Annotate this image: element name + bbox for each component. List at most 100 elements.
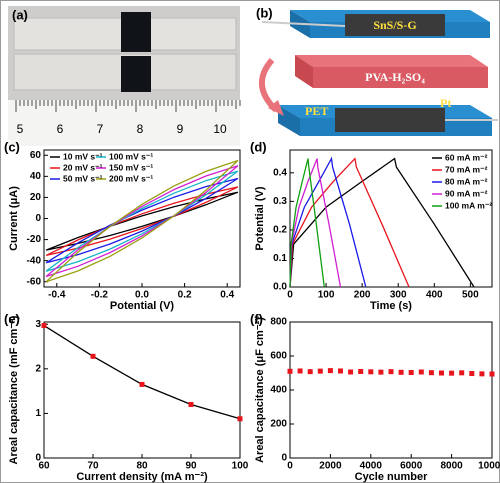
series-line xyxy=(289,158,325,288)
x-tick-label: 400 xyxy=(426,290,443,301)
x-tick-label: 6000 xyxy=(400,461,423,472)
legend-label: 20 mV s⁻¹ xyxy=(63,162,103,172)
ruler-number: 6 xyxy=(57,122,64,136)
y-tick-label: 0 xyxy=(281,453,287,464)
y-tick-label: 400 xyxy=(270,385,287,396)
marker xyxy=(297,368,303,374)
y-tick-label: 1 xyxy=(35,408,41,419)
marker xyxy=(90,353,96,359)
series-line xyxy=(289,156,367,288)
film xyxy=(121,12,151,52)
x-tick-label: 2000 xyxy=(319,461,342,472)
legend-label: 60 mA m⁻² xyxy=(445,152,488,162)
y-tick-label: 0.2 xyxy=(273,225,287,236)
y-tick-label: 3 xyxy=(35,319,41,330)
arrow-head xyxy=(268,100,284,116)
marker xyxy=(439,370,444,376)
series-line xyxy=(45,159,239,283)
y-axis-label: Potential (V) xyxy=(254,186,266,251)
legend-label: 50 mV s⁻¹ xyxy=(63,173,103,183)
legend-label: 90 mA m⁻² xyxy=(445,188,488,198)
y-tick-label: 600 xyxy=(270,351,287,362)
marker xyxy=(287,368,293,374)
ruler-number: 5 xyxy=(17,122,24,136)
marker xyxy=(418,369,424,375)
y-axis-label: Areal capacitance (μF cm⁻²) xyxy=(254,317,266,463)
marker xyxy=(378,369,384,375)
y-tick-label: 200 xyxy=(270,419,287,430)
ruler-ticks: 5 6 7 8 9 10 xyxy=(15,100,241,136)
legend-label: 100 mV s⁻¹ xyxy=(109,151,153,161)
diagram-panel: SnS/S-G PVA-H₂SO₄ PET Pt (b) xyxy=(256,5,498,136)
marker xyxy=(428,370,434,376)
legend-label: 80 mA m⁻² xyxy=(445,176,488,186)
y-tick-label: 60 xyxy=(30,150,42,161)
panel-label: (b) xyxy=(256,5,273,20)
film xyxy=(121,56,151,92)
y-tick-label: -60 xyxy=(27,276,42,287)
x-axis-label: Cycle number xyxy=(355,471,428,483)
wire xyxy=(261,21,346,27)
y-tick-label: 0 xyxy=(35,213,41,224)
x-tick-label: 200 xyxy=(354,290,371,301)
plot-frame xyxy=(289,149,493,288)
x-tick-label: 8000 xyxy=(440,461,463,472)
x-tick-label: 90 xyxy=(185,461,197,472)
marker xyxy=(408,369,414,375)
y-tick-label: -20 xyxy=(27,234,42,245)
panel-label: (c) xyxy=(4,139,20,154)
layer-middle-end xyxy=(295,55,313,88)
x-tick-label: 100 xyxy=(232,461,249,472)
marker xyxy=(317,368,323,374)
y-tick-label: -40 xyxy=(27,255,42,266)
y-tick-label: 0.1 xyxy=(273,253,287,264)
x-tick-label: 0 xyxy=(287,290,293,301)
marker xyxy=(479,371,485,377)
layer-bottom-end xyxy=(278,105,300,136)
x-tick-label: 0.0 xyxy=(135,290,149,301)
marker xyxy=(489,371,495,377)
x-tick-label: 4000 xyxy=(360,461,383,472)
ruler-number: 9 xyxy=(177,122,184,136)
marker xyxy=(188,401,194,407)
x-tick-label: 60 xyxy=(38,461,50,472)
x-tick-label: 0.2 xyxy=(178,290,192,301)
marker xyxy=(388,369,394,375)
marker xyxy=(459,370,465,376)
marker xyxy=(368,369,374,375)
series-line xyxy=(45,177,239,264)
marker xyxy=(41,323,47,329)
x-axis-label: Potential (V) xyxy=(110,300,175,312)
panel-label: (d) xyxy=(250,139,267,154)
panel-label: (a) xyxy=(12,7,28,22)
y-tick-label: 20 xyxy=(30,192,42,203)
marker xyxy=(449,370,455,376)
legend-label: 200 mV s⁻¹ xyxy=(109,173,153,183)
x-tick-label: 300 xyxy=(390,290,407,301)
panel-label: (e) xyxy=(4,311,20,326)
y-axis-label: Current (μA) xyxy=(8,186,20,251)
layer-label: PVA-H₂SO₄ xyxy=(365,70,425,84)
marker xyxy=(338,368,343,374)
legend-label: 70 mA m⁻² xyxy=(445,164,488,174)
electrode-film xyxy=(345,14,445,36)
x-tick-label: 500 xyxy=(462,290,479,301)
layer-label: SnS/S-G xyxy=(373,18,416,32)
y-tick-label: 0 xyxy=(35,453,41,464)
x-tick-label: 70 xyxy=(87,461,99,472)
y-tick-label: 0.4 xyxy=(273,167,287,178)
y-tick-label: 40 xyxy=(30,171,42,182)
x-tick-label: -0.4 xyxy=(48,290,66,301)
layer-middle-side xyxy=(313,67,488,88)
marker xyxy=(139,381,145,387)
x-axis-label: Current density (mA m⁻²) xyxy=(76,471,208,483)
series-line xyxy=(289,158,342,288)
marker xyxy=(307,369,313,375)
ruler-number: 7 xyxy=(97,122,104,136)
marker xyxy=(358,368,364,374)
x-tick-label: 0.4 xyxy=(220,290,234,301)
marker xyxy=(469,371,475,377)
ruler-number: 10 xyxy=(213,122,227,136)
